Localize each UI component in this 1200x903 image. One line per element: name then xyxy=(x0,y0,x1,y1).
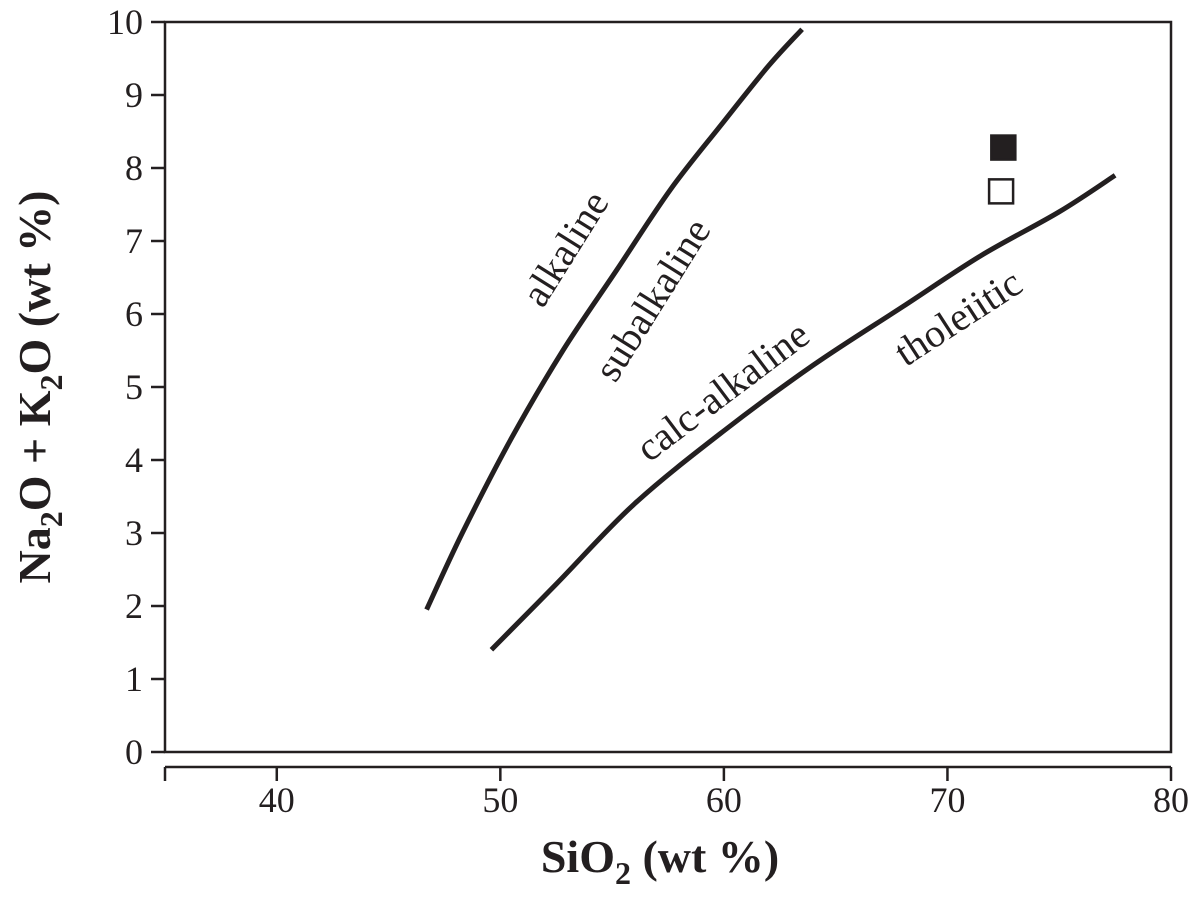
y-axis: 0 1 2 3 4 5 6 7 8 9 10 xyxy=(107,2,165,772)
y-tick-label: 2 xyxy=(125,586,143,626)
x-tick-label: 40 xyxy=(259,780,295,820)
label-tholeiitic: tholeiitic xyxy=(886,260,1030,375)
y-tick-label: 3 xyxy=(125,513,143,553)
boundary-curves xyxy=(424,27,1117,652)
y-tick-label: 9 xyxy=(125,75,143,115)
y-tick-label: 7 xyxy=(125,221,143,261)
data-points xyxy=(987,134,1017,205)
y-tick-label: 4 xyxy=(125,440,143,480)
x-tick-label: 60 xyxy=(706,780,742,820)
x-tick-label: 70 xyxy=(929,780,965,820)
y-tick-label: 0 xyxy=(125,732,143,772)
y-tick-label: 8 xyxy=(125,148,143,188)
y-tick-label: 6 xyxy=(125,294,143,334)
y-axis-title: Na2O + K2O (wt %) xyxy=(9,191,69,584)
x-tick-label: 50 xyxy=(482,780,518,820)
plot-frame xyxy=(163,20,1173,754)
point-open-square xyxy=(987,178,1015,205)
point-filled-square xyxy=(990,134,1017,161)
x-tick-label: 80 xyxy=(1153,780,1189,820)
y-tick-label: 5 xyxy=(125,367,143,407)
x-axis-title: SiO2 (wt %) xyxy=(541,831,779,891)
boundary-calc-alkaline-tholeiitic xyxy=(489,173,1117,652)
x-axis-title-subscript: 2 xyxy=(615,855,631,891)
boundary-alkaline-subalkaline xyxy=(424,27,804,611)
y-tick-label: 10 xyxy=(107,2,143,42)
label-subalkaline: subalkaline xyxy=(585,210,720,388)
y-tick-label: 1 xyxy=(125,659,143,699)
x-axis: 40 50 60 70 80 xyxy=(163,765,1189,820)
